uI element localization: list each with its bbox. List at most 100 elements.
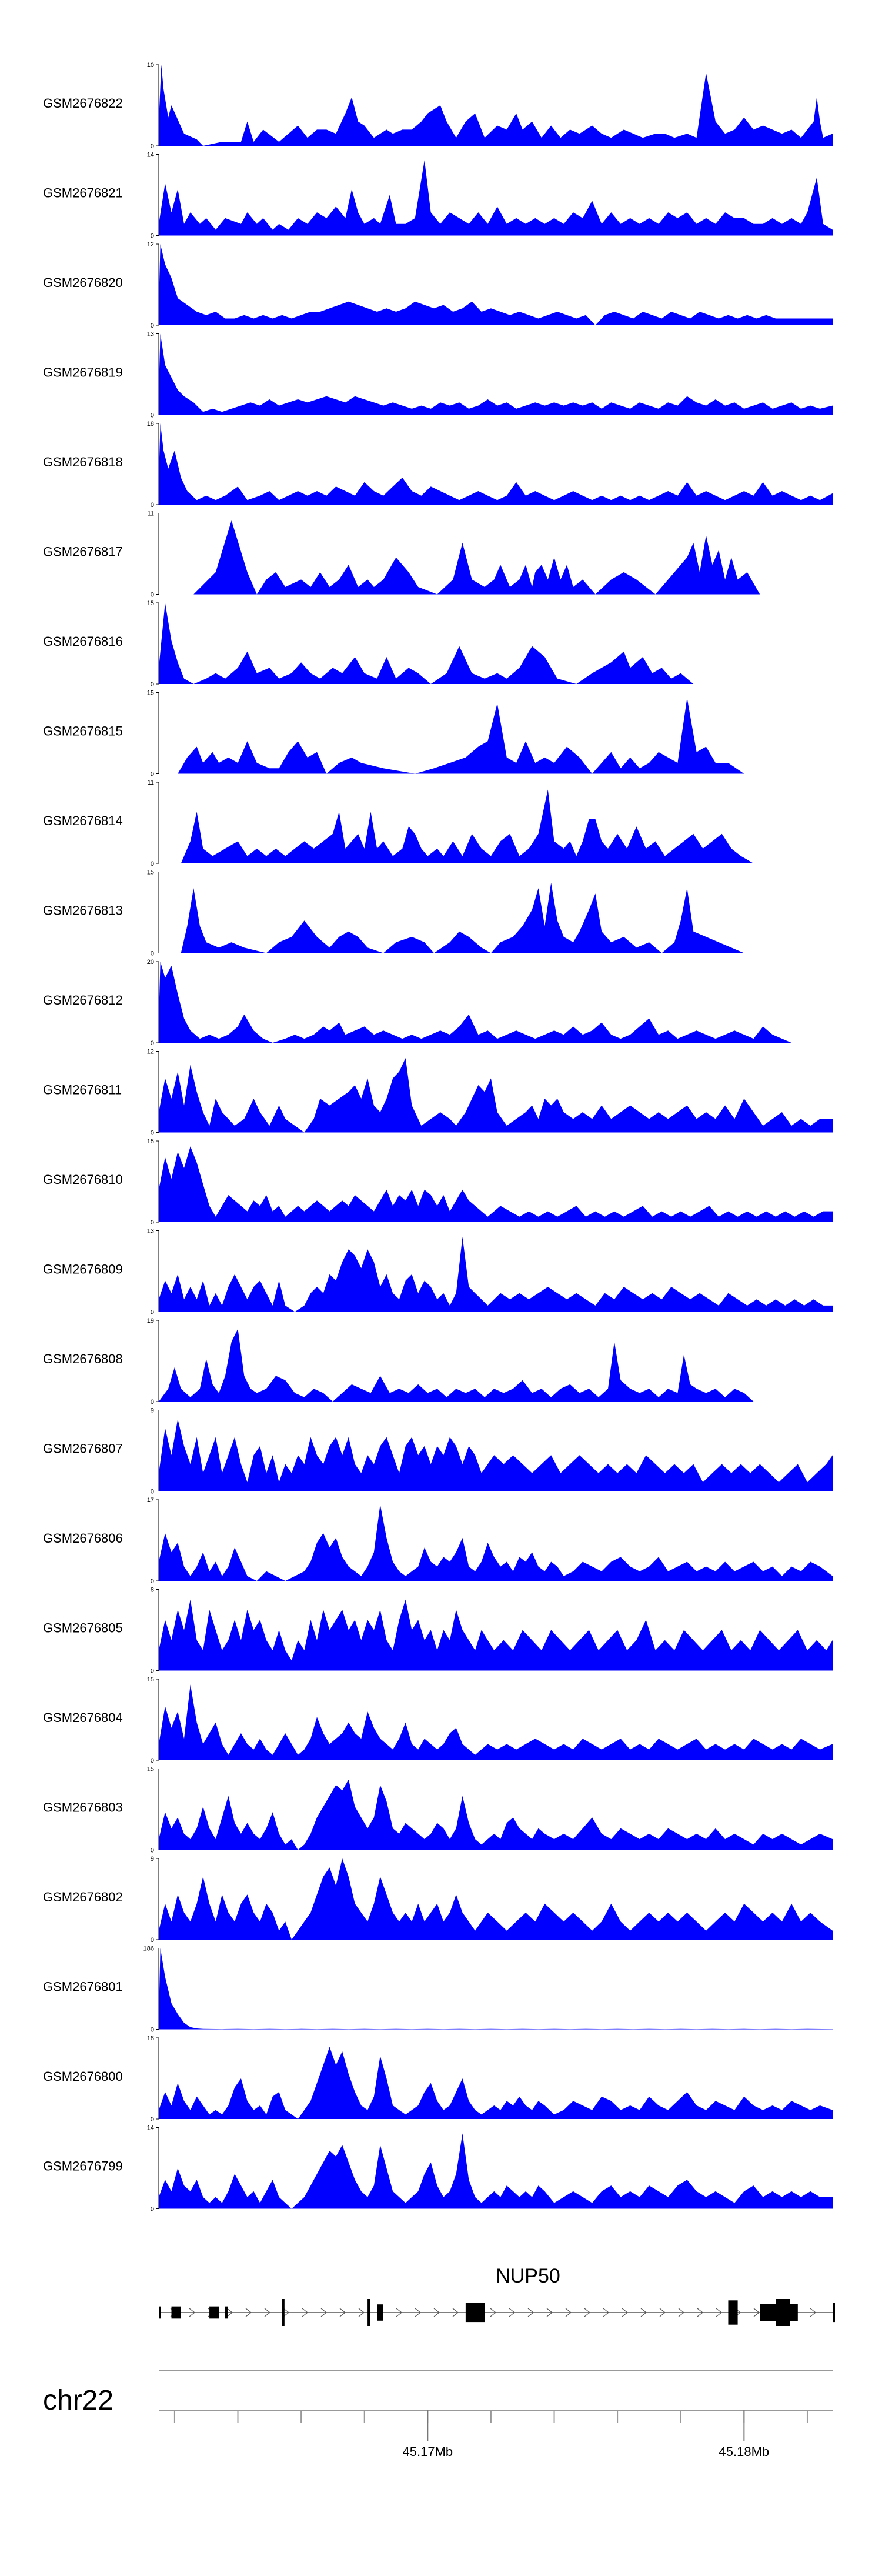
strand-arrow bbox=[189, 2308, 195, 2317]
track-gsm2676821: GSM2676821 14 0 bbox=[43, 152, 833, 240]
strand-arrow bbox=[452, 2308, 459, 2317]
gene-exon bbox=[833, 2303, 835, 2323]
coverage-area bbox=[159, 1419, 833, 1491]
strand-arrow bbox=[622, 2308, 628, 2317]
track-ymin-label: 0 bbox=[151, 950, 154, 957]
coverage-area bbox=[159, 2047, 833, 2119]
strand-arrow bbox=[810, 2308, 816, 2317]
track-ymin-label: 0 bbox=[151, 1219, 154, 1226]
track-gsm2676808: GSM2676808 19 0 bbox=[43, 1317, 754, 1406]
track-gsm2676817: GSM2676817 11 0 bbox=[43, 510, 760, 599]
track-ymin-label: 0 bbox=[151, 412, 154, 419]
track-ymax-label: 10 bbox=[147, 62, 154, 69]
coverage-area bbox=[159, 1684, 833, 1760]
track-label: GSM2676811 bbox=[43, 1083, 122, 1097]
track-label: GSM2676822 bbox=[43, 96, 123, 111]
track-ymax-label: 15 bbox=[147, 1766, 154, 1773]
track-gsm2676819: GSM2676819 13 0 bbox=[43, 331, 833, 419]
track-ymin-label: 0 bbox=[151, 233, 154, 240]
coverage-area bbox=[159, 160, 833, 236]
track-gsm2676801: GSM2676801 186 0 bbox=[43, 1946, 833, 2034]
track-ymax-label: 12 bbox=[147, 1049, 154, 1056]
track-label: GSM2676815 bbox=[43, 724, 123, 739]
gene-exon bbox=[728, 2300, 738, 2325]
track-ymin-label: 0 bbox=[151, 143, 154, 150]
strand-arrow bbox=[527, 2308, 534, 2317]
track-gsm2676820: GSM2676820 12 0 bbox=[43, 241, 833, 329]
coverage-area bbox=[181, 882, 744, 953]
track-label: GSM2676813 bbox=[43, 903, 123, 918]
axis-ticks: 45.17Mb 45.18Mb bbox=[173, 2410, 808, 2459]
coverage-area bbox=[193, 520, 760, 595]
track-gsm2676799: GSM2676799 14 0 bbox=[43, 2125, 833, 2213]
track-gsm2676807: GSM2676807 9 0 bbox=[43, 1407, 833, 1496]
gene-exon bbox=[171, 2306, 181, 2319]
track-ymax-label: 9 bbox=[151, 1856, 154, 1863]
track-gsm2676816: GSM2676816 15 0 bbox=[43, 600, 694, 688]
track-ymin-label: 0 bbox=[151, 502, 154, 509]
strand-arrow bbox=[509, 2308, 515, 2317]
track-ymin-label: 0 bbox=[151, 1847, 154, 1854]
track-ymax-label: 15 bbox=[147, 869, 154, 876]
strand-arrow bbox=[697, 2308, 703, 2317]
track-ymax-label: 14 bbox=[147, 2125, 154, 2132]
track-gsm2676804: GSM2676804 15 0 bbox=[43, 1676, 833, 1764]
track-ymax-label: 15 bbox=[147, 690, 154, 697]
gene-exon bbox=[209, 2306, 219, 2319]
track-ymax-label: 8 bbox=[151, 1587, 154, 1594]
coverage-area bbox=[159, 244, 833, 325]
strand-arrow bbox=[226, 2308, 233, 2317]
coverage-area bbox=[159, 423, 833, 505]
track-label: GSM2676818 bbox=[43, 455, 123, 469]
track-ymax-label: 15 bbox=[147, 1676, 154, 1683]
track-label: GSM2676803 bbox=[43, 1800, 123, 1815]
track-ymax-label: 11 bbox=[148, 779, 154, 786]
track-ymin-label: 0 bbox=[151, 1309, 154, 1316]
track-gsm2676814: GSM2676814 11 0 bbox=[43, 779, 754, 867]
coverage-area bbox=[159, 1948, 833, 2030]
track-ymin-label: 0 bbox=[151, 1757, 154, 1764]
track-ymax-label: 12 bbox=[147, 241, 154, 248]
track-gsm2676805: GSM2676805 8 0 bbox=[43, 1587, 833, 1675]
gene-exon bbox=[368, 2299, 370, 2326]
strand-arrow bbox=[245, 2308, 252, 2317]
track-label: GSM2676805 bbox=[43, 1621, 123, 1636]
coverage-area bbox=[159, 603, 694, 684]
track-ymax-label: 186 bbox=[143, 1946, 154, 1953]
track-gsm2676813: GSM2676813 15 0 bbox=[43, 869, 744, 957]
strand-arrow bbox=[753, 2308, 760, 2317]
gene-exon bbox=[159, 2306, 161, 2319]
track-label: GSM2676806 bbox=[43, 1531, 123, 1546]
track-label: GSM2676812 bbox=[43, 993, 123, 1007]
gene-model bbox=[159, 2299, 835, 2326]
strand-arrow bbox=[320, 2308, 327, 2317]
coverage-area bbox=[159, 2133, 833, 2209]
axis-tick-label: 45.17Mb bbox=[403, 2444, 453, 2459]
track-ymax-label: 19 bbox=[147, 1317, 154, 1324]
track-label: GSM2676799 bbox=[43, 2159, 123, 2174]
strand-arrow bbox=[565, 2308, 572, 2317]
track-gsm2676806: GSM2676806 17 0 bbox=[43, 1497, 833, 1585]
track-ymin-label: 0 bbox=[151, 1578, 154, 1585]
coverage-area bbox=[159, 65, 833, 146]
track-label: GSM2676817 bbox=[43, 545, 123, 559]
gene-exon bbox=[760, 2304, 798, 2321]
track-ymin-label: 0 bbox=[151, 771, 154, 778]
track-label: GSM2676807 bbox=[43, 1442, 123, 1456]
track-ymin-label: 0 bbox=[151, 322, 154, 329]
track-ymin-label: 0 bbox=[151, 1937, 154, 1944]
track-ymax-label: 18 bbox=[147, 2035, 154, 2042]
coverage-area bbox=[159, 1779, 833, 1850]
strand-arrow bbox=[490, 2308, 496, 2317]
coverage-area bbox=[159, 1237, 833, 1312]
track-label: GSM2676821 bbox=[43, 186, 123, 201]
coverage-tracks: GSM2676822100GSM2676821140GSM2676820120G… bbox=[43, 62, 833, 2213]
coverage-area bbox=[159, 1146, 833, 1222]
track-label: GSM2676809 bbox=[43, 1262, 123, 1277]
track-label: GSM2676808 bbox=[43, 1352, 123, 1366]
strand-arrow bbox=[603, 2308, 609, 2317]
coverage-area bbox=[159, 1858, 833, 1940]
track-ymax-label: 9 bbox=[151, 1407, 154, 1414]
strand-arrow bbox=[264, 2308, 270, 2317]
strand-arrow bbox=[283, 2308, 289, 2317]
